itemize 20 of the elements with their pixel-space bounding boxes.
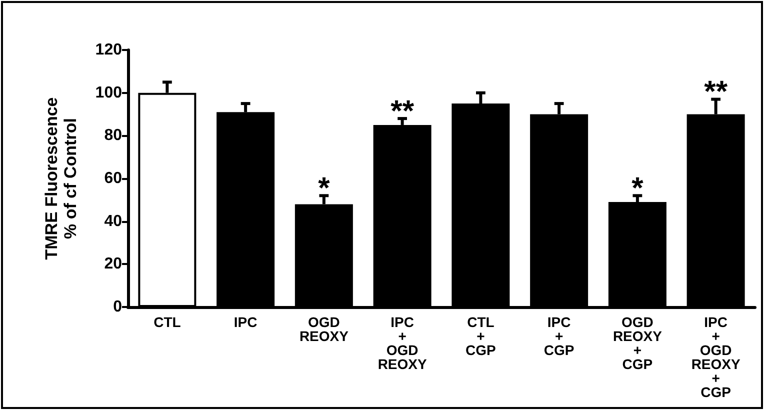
y-axis-title: TMRE Fluorescence % of cf Control xyxy=(42,97,80,260)
annotation: ** xyxy=(704,76,728,109)
x-tick-label: OGD REOXY + CGP xyxy=(612,314,663,372)
annotation: ** xyxy=(390,94,414,128)
x-tick-label: IPC xyxy=(234,314,258,330)
x-tick-label: IPC + OGD REOXY + CGP xyxy=(691,314,741,400)
x-tick-label: CTL + CGP xyxy=(466,314,496,358)
x-tick-label: IPC + CGP xyxy=(544,314,574,358)
annotation: * xyxy=(632,172,644,205)
y-tick-label: 20 xyxy=(104,256,122,273)
x-tick-label: OGD REOXY xyxy=(299,314,350,344)
y-tick-label: 80 xyxy=(104,127,122,144)
x-tick-label: CTL xyxy=(154,314,182,330)
y-tick-label: 120 xyxy=(95,42,122,58)
annotation: * xyxy=(318,172,330,205)
y-tick-label: 40 xyxy=(104,212,122,230)
y-tick-label: 100 xyxy=(95,84,122,102)
y-tick-label: 0 xyxy=(113,298,122,316)
x-tick-label: IPC + OGD REOXY xyxy=(378,314,428,372)
y-tick-label: 60 xyxy=(104,170,122,187)
